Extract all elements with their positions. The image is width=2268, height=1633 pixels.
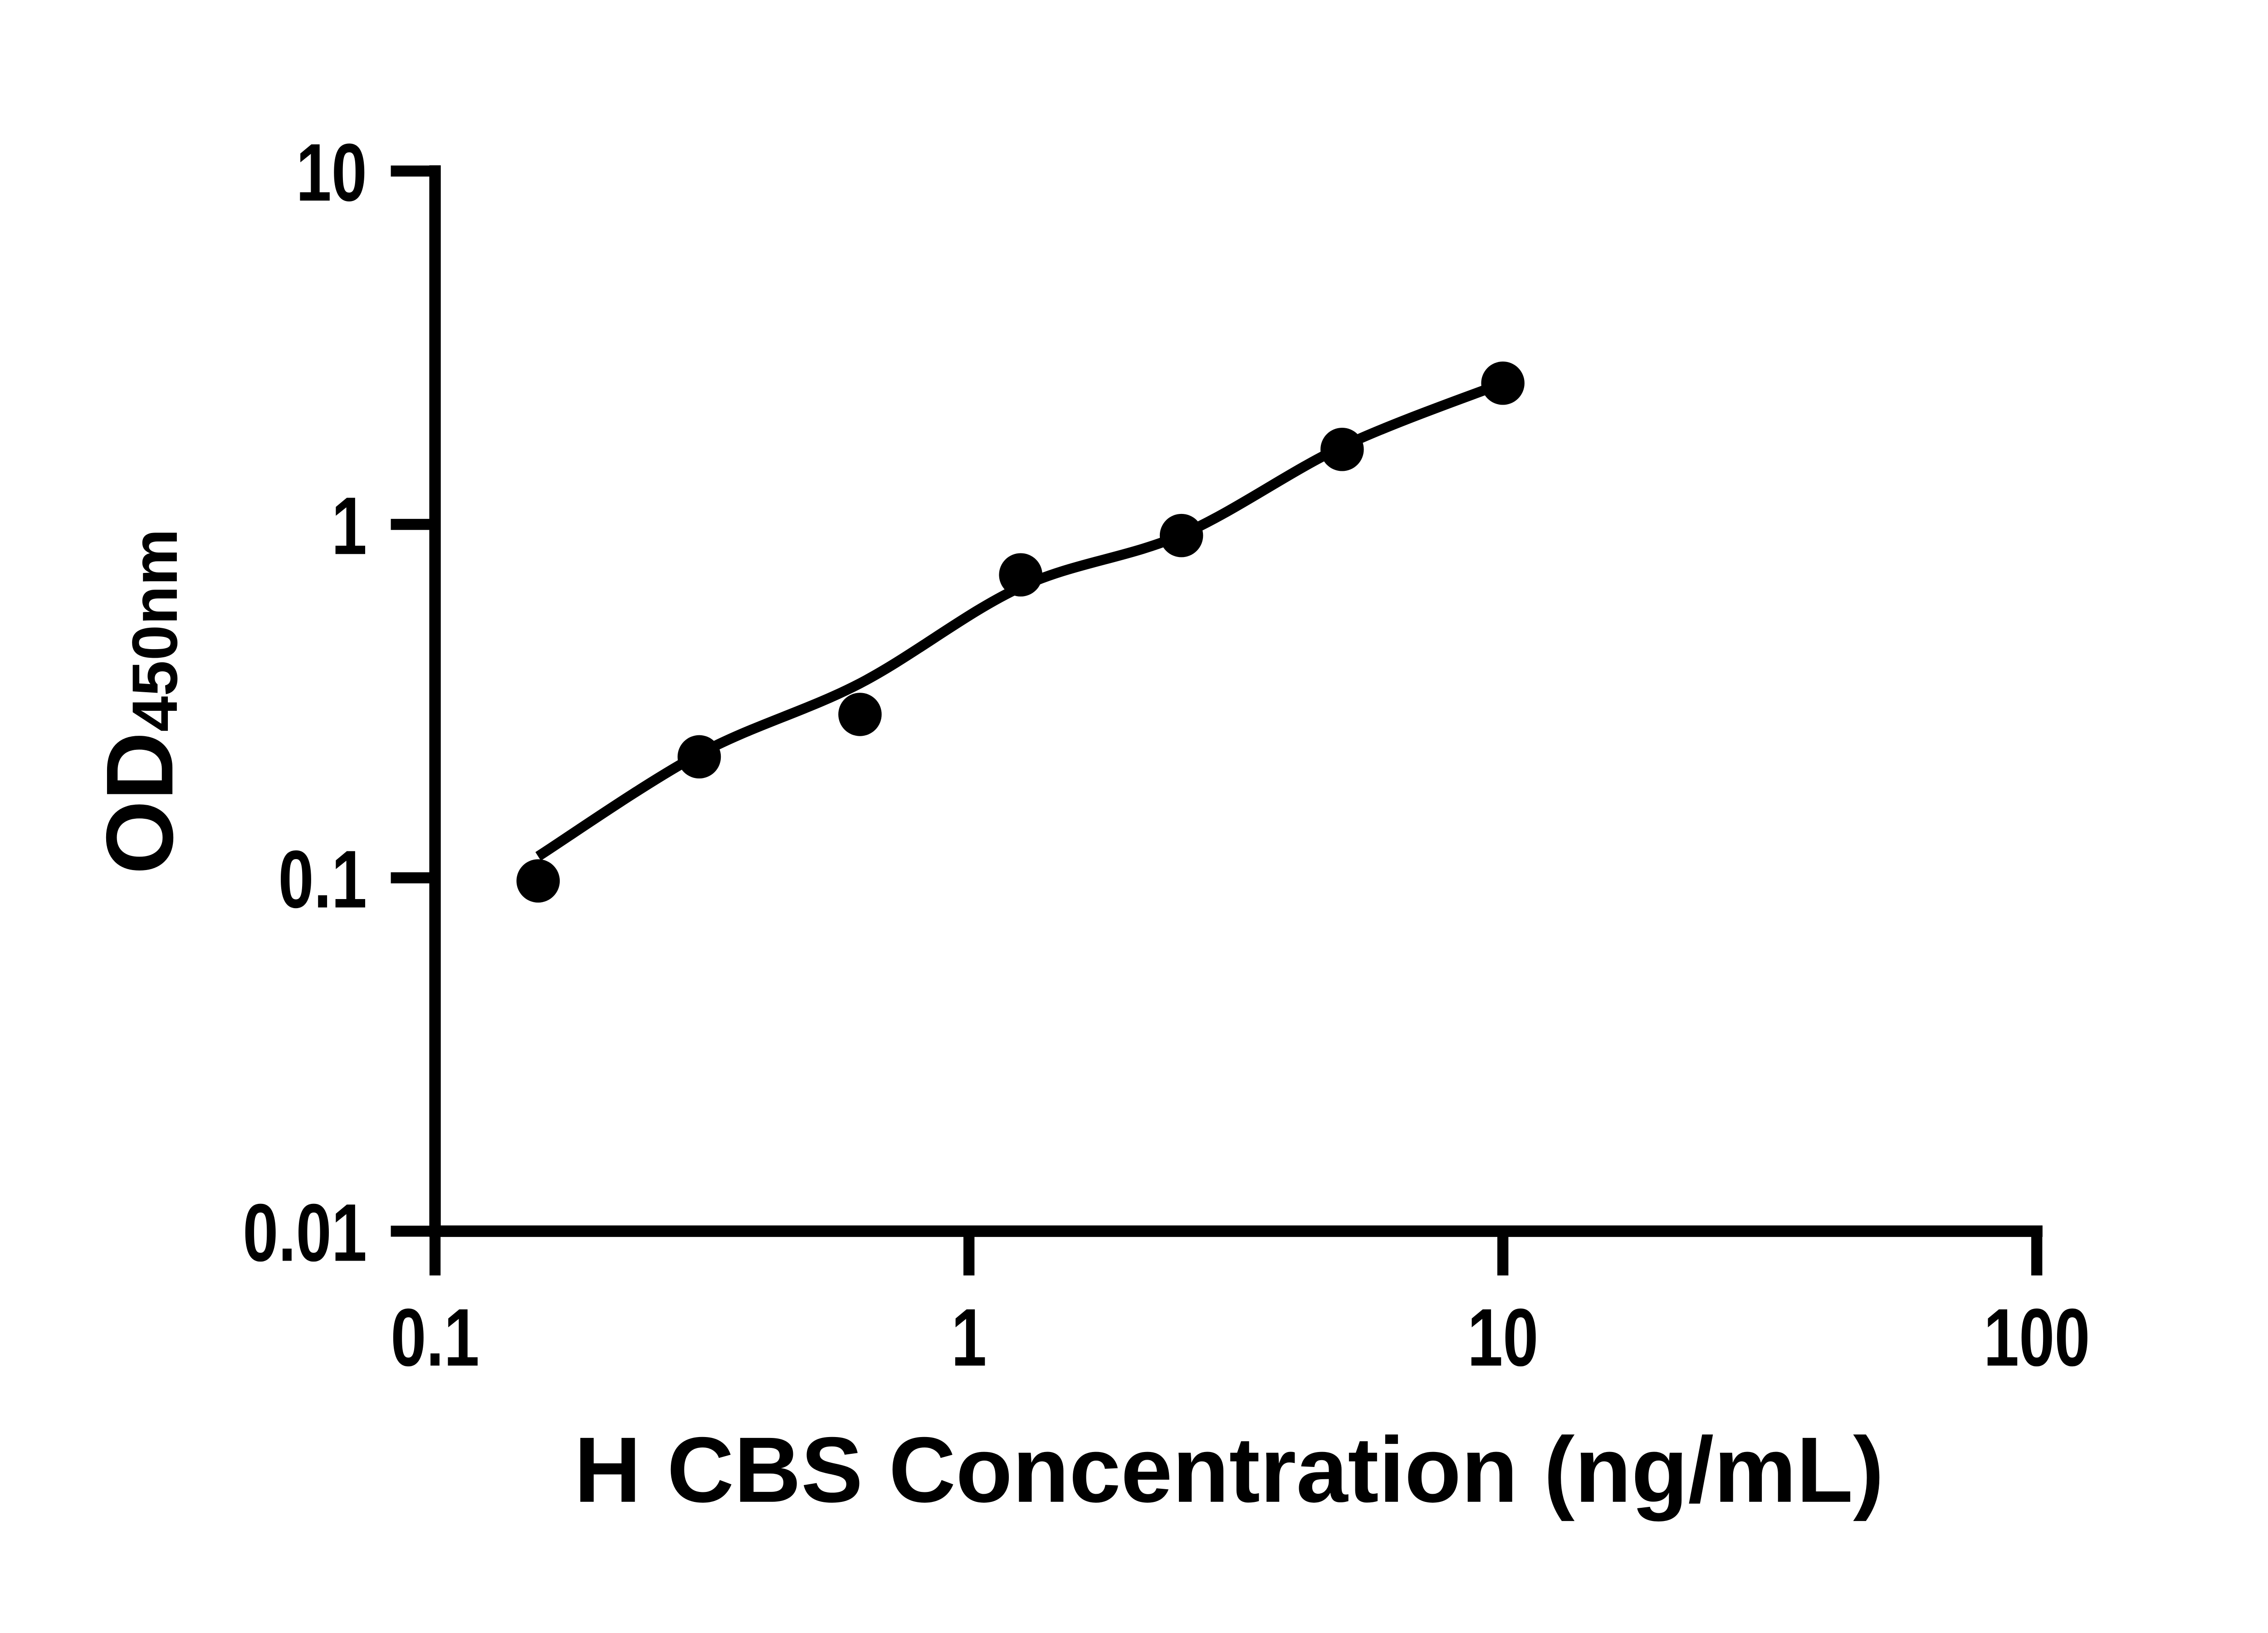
svg-text:10: 10 (296, 127, 367, 219)
x-axis-title: H CBS Concentration (ng/mL) (574, 1418, 1884, 1522)
y-tick-label: 0.1 (278, 834, 367, 925)
svg-text:OD450nm: OD450nm (87, 529, 193, 875)
y-axis-title-subscript: 450nm (119, 529, 191, 732)
svg-text:10: 10 (1467, 1292, 1538, 1384)
y-tick-label: 0.01 (243, 1188, 367, 1279)
x-ticks (429, 1231, 2043, 1276)
data-point (1159, 513, 1203, 557)
x-tick-label: 100 (1984, 1292, 2090, 1384)
axis-spine (429, 165, 2043, 1237)
y-tick-labels: 0.01 0.1 1 10 (243, 127, 367, 1279)
svg-text:0.01: 0.01 (243, 1188, 367, 1279)
svg-text:100: 100 (1984, 1292, 2090, 1384)
x-tick-label: 0.1 (391, 1292, 479, 1384)
svg-text:1: 1 (951, 1292, 987, 1384)
y-axis-title: OD450nm (87, 529, 193, 875)
data-point (677, 735, 721, 779)
y-tick-label: 1 (332, 481, 367, 572)
x-tick-label: 10 (1467, 1292, 1538, 1384)
y-tick-label: 10 (296, 127, 367, 219)
data-point (999, 553, 1042, 597)
data-points (516, 361, 1525, 903)
svg-text:0.1: 0.1 (391, 1292, 479, 1384)
data-point (1320, 427, 1364, 471)
y-axis-title-main: OD (87, 732, 193, 874)
data-point (516, 859, 560, 903)
svg-text:0.1: 0.1 (278, 834, 367, 925)
x-tick-labels: 0.1 1 10 100 (391, 1292, 2090, 1384)
y-ticks (391, 165, 435, 1237)
data-point (1481, 361, 1525, 405)
x-tick-label: 1 (951, 1292, 987, 1384)
svg-text:1: 1 (332, 481, 367, 572)
data-point (838, 693, 882, 736)
